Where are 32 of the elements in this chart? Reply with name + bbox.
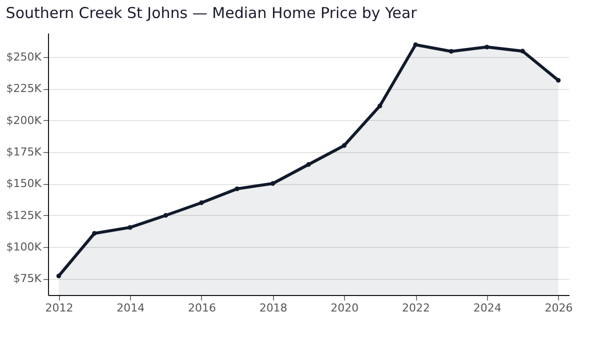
- y-tick-label: $100K: [6, 240, 42, 254]
- point: [342, 143, 347, 148]
- point: [556, 78, 561, 83]
- point: [92, 231, 97, 236]
- point: [413, 42, 418, 48]
- y-tick-label: $175K: [6, 145, 42, 158]
- point: [199, 200, 204, 206]
- point: [128, 225, 132, 230]
- y-tick-label: $150K: [6, 177, 42, 190]
- x-tick-label: 2024: [473, 302, 502, 314]
- point: [448, 49, 454, 54]
- x-tick-label: 2026: [544, 302, 573, 314]
- point: [234, 186, 240, 192]
- point: [163, 213, 168, 218]
- y-tick-label: $200K: [6, 114, 42, 127]
- x-tick-label: 2012: [45, 302, 74, 314]
- y-tick-label: $225K: [6, 82, 42, 96]
- point: [270, 181, 276, 186]
- point: [56, 274, 62, 278]
- y-tick-label: $75K: [13, 272, 42, 286]
- x-tick-label: 2022: [402, 302, 430, 314]
- x-tick-label: 2014: [116, 302, 145, 314]
- point: [520, 48, 525, 54]
- y-tick-label: $250K: [6, 50, 42, 64]
- point: [378, 104, 382, 108]
- x-tick-label: 2016: [188, 302, 216, 314]
- point: [484, 44, 490, 50]
- chart-title: Southern Creek St Johns — Median Home Price by Year: [6, 4, 418, 22]
- point: [306, 162, 311, 167]
- x-tick-label: 2018: [259, 302, 288, 314]
- x-tick-label: 2020: [330, 302, 359, 314]
- y-tick-label: $125K: [6, 208, 42, 222]
